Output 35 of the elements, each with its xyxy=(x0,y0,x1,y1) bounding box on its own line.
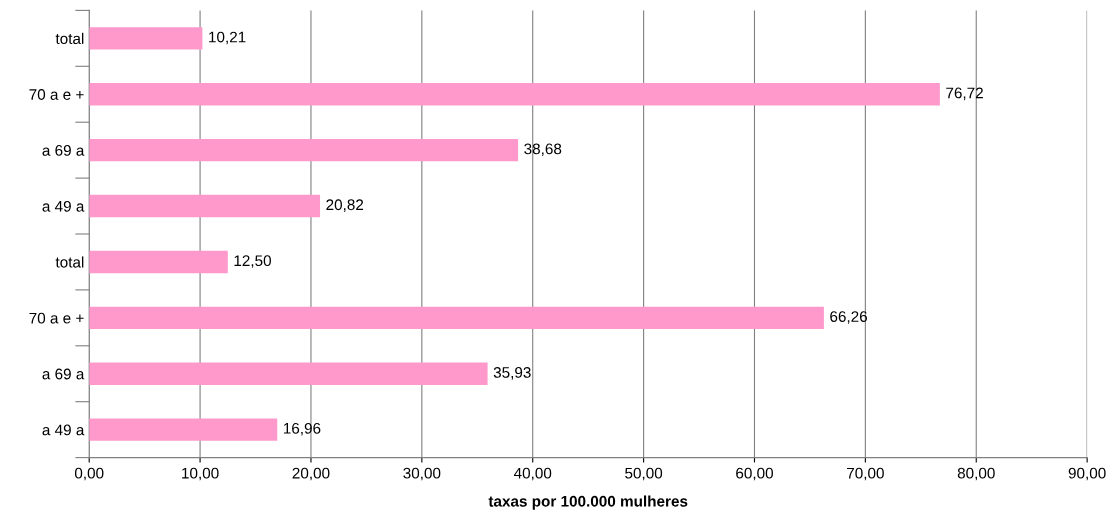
x-tick-label: 40,00 xyxy=(513,467,552,481)
y-tick-label: total xyxy=(55,32,84,45)
y-tick-label: 70 a e + xyxy=(29,89,84,100)
bar xyxy=(89,250,228,274)
bar xyxy=(89,306,824,330)
x-tick-label: 20,00 xyxy=(292,467,330,481)
data-label: 66,26 xyxy=(830,311,868,324)
data-label: 10,21 xyxy=(209,31,246,45)
y-tick-label: a 69 a xyxy=(42,368,85,380)
y-tick-label: 70 a e + xyxy=(29,312,84,324)
bar xyxy=(89,418,278,441)
x-tick-label: 30,00 xyxy=(403,467,441,481)
data-label: 12,50 xyxy=(234,255,271,268)
y-tick-label: a 49 a xyxy=(42,200,85,212)
bar xyxy=(89,194,321,218)
x-tick-label: 70,00 xyxy=(847,467,884,481)
y-tick-label: a 69 a xyxy=(42,145,85,156)
x-tick-label: 90,00 xyxy=(1068,467,1106,481)
bar xyxy=(89,362,488,385)
data-label: 38,68 xyxy=(524,143,562,157)
x-axis-title: taxas por 100.000 mulheres xyxy=(488,495,688,510)
x-tick-label: 80,00 xyxy=(957,467,995,481)
data-label: 35,93 xyxy=(493,367,531,380)
bar xyxy=(89,138,519,162)
x-tick-label: 60,00 xyxy=(736,467,773,481)
y-tick-label: a 49 a xyxy=(42,424,85,436)
x-tick-label: 10,00 xyxy=(182,467,219,481)
bar xyxy=(89,83,940,106)
x-tick-label: 0,00 xyxy=(74,467,104,481)
data-label: 76,72 xyxy=(946,87,983,101)
data-label: 16,96 xyxy=(283,422,321,436)
data-label: 20,82 xyxy=(326,199,364,212)
bar xyxy=(89,27,203,50)
y-tick-label: total xyxy=(55,256,84,268)
x-tick-label: 50,00 xyxy=(625,467,663,481)
